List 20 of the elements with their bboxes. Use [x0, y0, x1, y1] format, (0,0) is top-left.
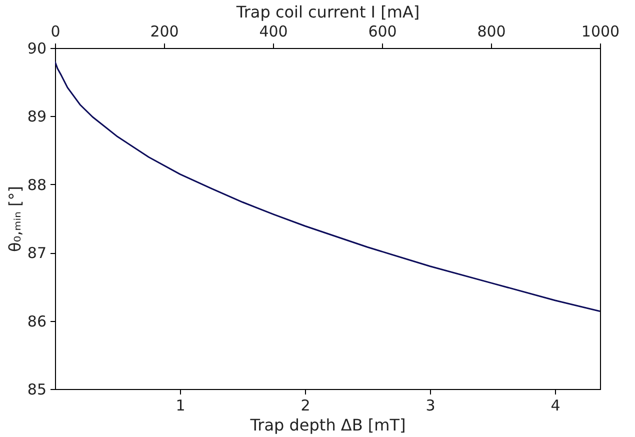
x2-tick-label: 400 [259, 22, 288, 40]
x2-axis-title: Trap coil current I [mA] [235, 2, 420, 22]
x-tick-label: 2 [300, 396, 310, 414]
x-tick-label: 3 [426, 396, 436, 414]
line-series [55, 60, 600, 312]
x2-tick-label: 1000 [581, 22, 620, 40]
x-axis-title: Trap depth ΔB [mT] [249, 416, 406, 434]
x-tick-label: 1 [176, 396, 186, 414]
x-tick-label: 4 [550, 396, 560, 414]
x2-tick-label: 800 [477, 22, 506, 40]
y-tick-label: 87 [27, 244, 46, 262]
x2-tick-label: 200 [150, 22, 179, 40]
y-tick-label: 88 [27, 176, 46, 194]
y-tick-label: 85 [27, 380, 46, 398]
x2-tick-label: 600 [368, 22, 397, 40]
y-axis-title: θ₀,ₘᵢₙ [°] [5, 186, 24, 252]
y-tick-label: 90 [27, 40, 46, 58]
x2-tick-label: 0 [50, 22, 60, 40]
y-tick-label: 86 [27, 312, 46, 330]
y-tick-label: 89 [27, 108, 46, 126]
